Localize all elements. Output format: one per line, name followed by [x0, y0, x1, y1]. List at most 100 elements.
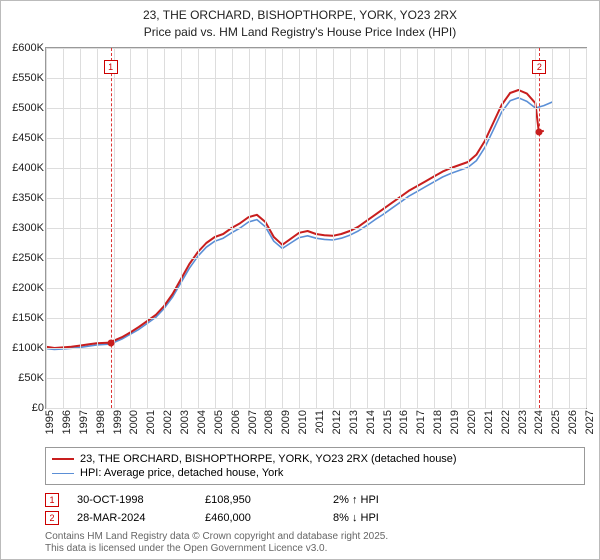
grid-line-v [384, 48, 385, 408]
y-tick-label: £300K [12, 222, 44, 234]
legend-row: 23, THE ORCHARD, BISHOPTHORPE, YORK, YO2… [52, 452, 578, 466]
grid-line-v [114, 48, 115, 408]
x-tick-label: 2014 [365, 410, 377, 434]
grid-line-v [265, 48, 266, 408]
grid-line-v [434, 48, 435, 408]
legend-label-1: 23, THE ORCHARD, BISHOPTHORPE, YORK, YO2… [80, 453, 457, 465]
title-line2: Price paid vs. HM Land Registry's House … [1, 24, 599, 41]
y-tick-label: £150K [12, 312, 44, 324]
y-tick-label: £400K [12, 162, 44, 174]
y-tick-label: £50K [18, 372, 44, 384]
footer-line2: This data is licensed under the Open Gov… [45, 543, 388, 555]
grid-line-v [164, 48, 165, 408]
x-tick-label: 2021 [483, 410, 495, 434]
grid-line-v [198, 48, 199, 408]
grid-line-v [80, 48, 81, 408]
x-tick-label: 1996 [61, 410, 73, 434]
marker-box-1: 1 [45, 493, 59, 507]
y-tick-label: £500K [12, 102, 44, 114]
x-tick-label: 2015 [382, 410, 394, 434]
x-tick-label: 2016 [398, 410, 410, 434]
y-tick-label: £600K [12, 42, 44, 54]
y-tick-label: £350K [12, 192, 44, 204]
marker-price-2: £460,000 [205, 512, 315, 524]
x-tick-label: 2012 [331, 410, 343, 434]
marker-price-1: £108,950 [205, 494, 315, 506]
grid-line-v [468, 48, 469, 408]
grid-line-v [181, 48, 182, 408]
x-tick-label: 2025 [550, 410, 562, 434]
grid-line-v [232, 48, 233, 408]
marker-label-box: 1 [104, 60, 118, 74]
x-tick-label: 2007 [247, 410, 259, 434]
x-tick-label: 2017 [415, 410, 427, 434]
grid-line-v [147, 48, 148, 408]
marker-label-box: 2 [532, 60, 546, 74]
marker-date-2: 28-MAR-2024 [77, 512, 187, 524]
grid-line-v [130, 48, 131, 408]
grid-line-v [552, 48, 553, 408]
grid-line-v [417, 48, 418, 408]
y-tick-label: £450K [12, 132, 44, 144]
grid-line-v [316, 48, 317, 408]
x-tick-label: 1998 [95, 410, 107, 434]
legend-swatch-2 [52, 473, 74, 474]
legend: 23, THE ORCHARD, BISHOPTHORPE, YORK, YO2… [45, 447, 585, 485]
marker-hpi-1: 2% ↑ HPI [333, 494, 379, 506]
x-tick-label: 2018 [432, 410, 444, 434]
x-tick-label: 2010 [297, 410, 309, 434]
grid-line-v [63, 48, 64, 408]
grid-line-v [215, 48, 216, 408]
marker-date-1: 30-OCT-1998 [77, 494, 187, 506]
x-tick-label: 2002 [162, 410, 174, 434]
marker-hpi-2: 8% ↓ HPI [333, 512, 379, 524]
y-tick-label: £550K [12, 72, 44, 84]
grid-line-v [569, 48, 570, 408]
x-tick-label: 2009 [280, 410, 292, 434]
x-tick-label: 2023 [517, 410, 529, 434]
x-tick-label: 2001 [145, 410, 157, 434]
x-tick-label: 2026 [567, 410, 579, 434]
chart-area: £0£50K£100K£150K£200K£250K£300K£350K£400… [45, 47, 585, 407]
legend-label-2: HPI: Average price, detached house, York [80, 467, 283, 479]
grid-line-v [367, 48, 368, 408]
grid-line-v [46, 48, 47, 408]
grid-line-v [535, 48, 536, 408]
y-tick-label: £0 [32, 402, 44, 414]
x-tick-label: 2008 [263, 410, 275, 434]
x-tick-label: 2022 [500, 410, 512, 434]
x-tick-label: 2020 [466, 410, 478, 434]
grid-line-v [519, 48, 520, 408]
plot-area: £0£50K£100K£150K£200K£250K£300K£350K£400… [45, 47, 587, 409]
grid-line-v [97, 48, 98, 408]
y-tick-label: £100K [12, 342, 44, 354]
y-tick-label: £200K [12, 282, 44, 294]
grid-line-v [282, 48, 283, 408]
x-tick-label: 2006 [230, 410, 242, 434]
marker-vline [539, 48, 540, 408]
grid-line-v [451, 48, 452, 408]
chart-container: 23, THE ORCHARD, BISHOPTHORPE, YORK, YO2… [0, 0, 600, 560]
grid-line-v [350, 48, 351, 408]
x-tick-label: 2011 [314, 410, 326, 434]
x-tick-label: 2019 [449, 410, 461, 434]
x-tick-label: 2004 [196, 410, 208, 434]
title-line1: 23, THE ORCHARD, BISHOPTHORPE, YORK, YO2… [1, 7, 599, 24]
x-tick-label: 2024 [533, 410, 545, 434]
title-block: 23, THE ORCHARD, BISHOPTHORPE, YORK, YO2… [1, 1, 599, 41]
x-tick-label: 2005 [213, 410, 225, 434]
grid-line-h [46, 408, 586, 409]
marker-dot [536, 129, 543, 136]
legend-swatch-1 [52, 458, 74, 460]
footer: Contains HM Land Registry data © Crown c… [45, 531, 388, 555]
grid-line-v [485, 48, 486, 408]
grid-line-v [400, 48, 401, 408]
x-tick-label: 2003 [179, 410, 191, 434]
grid-line-v [299, 48, 300, 408]
marker-row: 2 28-MAR-2024 £460,000 8% ↓ HPI [45, 509, 585, 527]
x-tick-label: 2013 [348, 410, 360, 434]
grid-line-v [333, 48, 334, 408]
x-tick-label: 2000 [128, 410, 140, 434]
legend-row: HPI: Average price, detached house, York [52, 466, 578, 480]
grid-line-v [502, 48, 503, 408]
